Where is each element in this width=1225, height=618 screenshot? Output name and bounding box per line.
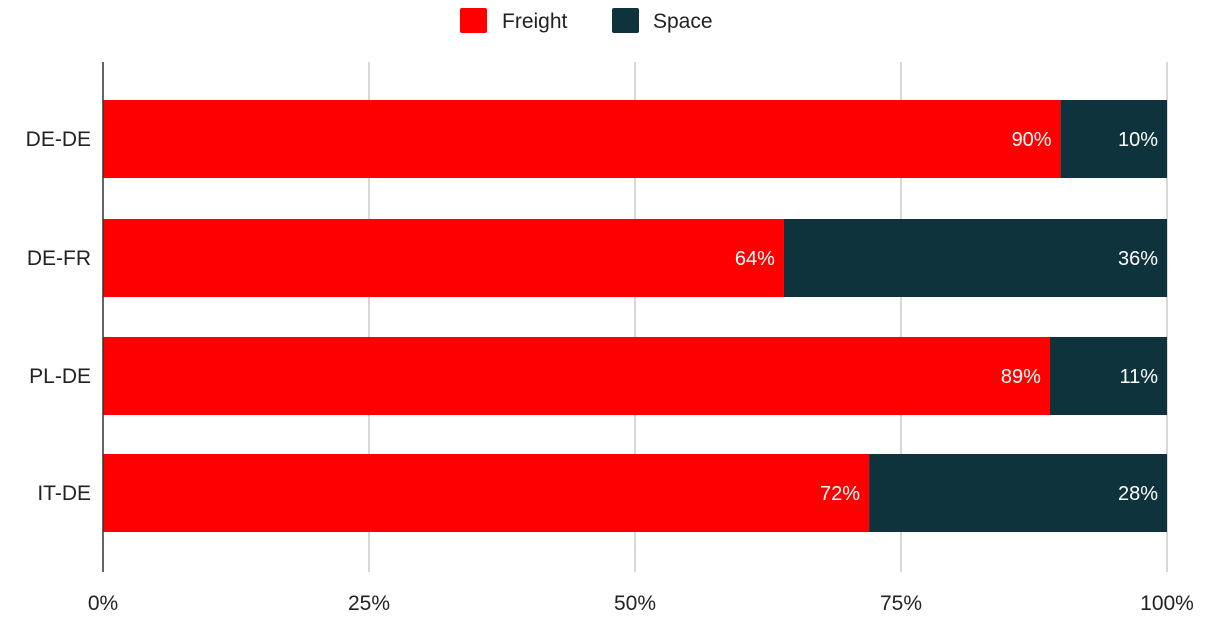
axes: DE-DE DE-FR PL-DE IT-DE 0% 25% 50% 75% 100% bbox=[26, 62, 1194, 615]
data-label-space-pl-de: 11% bbox=[1119, 366, 1158, 388]
category-label-de-fr: DE-FR bbox=[27, 247, 91, 270]
legend: Freight Space bbox=[460, 8, 713, 33]
bar-freight-de-fr bbox=[103, 219, 784, 297]
data-label-freight-de-fr: 64% bbox=[735, 248, 775, 270]
data-label-freight-de-de: 90% bbox=[1012, 129, 1052, 151]
category-label-it-de: IT-DE bbox=[37, 482, 91, 505]
bar-freight-it-de bbox=[103, 454, 870, 532]
legend-label-freight: Freight bbox=[502, 10, 568, 33]
x-tick-label-75pct: 75% bbox=[880, 592, 922, 613]
bar-freight-de-de bbox=[103, 100, 1061, 178]
x-tick-label-50pct: 50% bbox=[614, 592, 656, 613]
x-tick-label-0pct: 0% bbox=[88, 592, 118, 613]
bars: 90% 10% 64% 36% 89% 11% 72% 28% bbox=[103, 100, 1167, 532]
category-label-de-de: DE-DE bbox=[26, 128, 91, 151]
x-tick-label-25pct: 25% bbox=[348, 592, 390, 613]
bar-space-it-de bbox=[869, 454, 1167, 532]
category-label-pl-de: PL-DE bbox=[29, 365, 91, 388]
legend-swatch-freight bbox=[460, 8, 487, 33]
bar-space-pl-de bbox=[1049, 337, 1167, 415]
legend-swatch-space bbox=[612, 8, 639, 33]
data-label-space-de-de: 10% bbox=[1118, 129, 1158, 151]
legend-label-space: Space bbox=[653, 10, 713, 33]
data-label-space-de-fr: 36% bbox=[1118, 248, 1158, 270]
data-label-space-it-de: 28% bbox=[1118, 483, 1158, 505]
bar-freight-pl-de bbox=[103, 337, 1050, 415]
x-tick-label-100pct: 100% bbox=[1140, 592, 1194, 613]
bar-space-de-de bbox=[1060, 100, 1167, 178]
bar-space-de-fr bbox=[783, 219, 1167, 297]
data-label-freight-pl-de: 89% bbox=[1001, 366, 1041, 388]
data-label-freight-it-de: 72% bbox=[820, 483, 860, 505]
